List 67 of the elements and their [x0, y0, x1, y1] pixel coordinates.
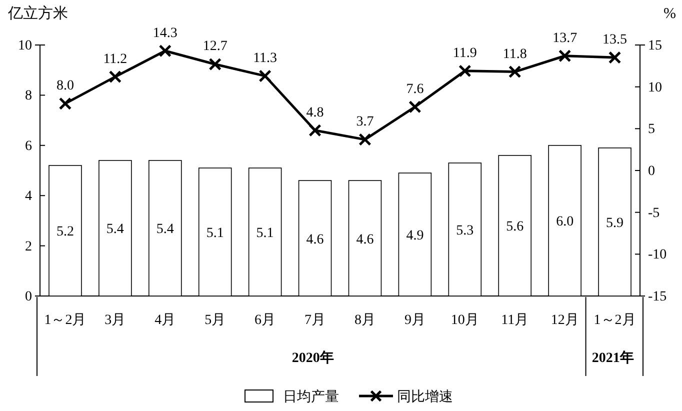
y-tick-label: 6 [25, 138, 32, 154]
data-label: 4.8 [306, 105, 324, 120]
y2-tick-label: 0 [648, 164, 655, 179]
data-label: 6.0 [556, 214, 574, 230]
x-tick-label: 1～2月 [594, 313, 636, 328]
data-label: 5.6 [506, 220, 524, 235]
y-tick-label: 2 [25, 239, 32, 254]
x-tick-label: 6月 [254, 313, 276, 328]
data-label: 11.9 [452, 46, 477, 61]
y-axis-title: 亿立方米 [7, 5, 68, 22]
x-tick-label: 11月 [501, 313, 529, 328]
x-tick-label: 10月 [450, 313, 479, 328]
data-label: 13.7 [552, 30, 578, 46]
point [458, 64, 472, 78]
data-label: 4.9 [406, 228, 424, 244]
point [258, 70, 272, 82]
y-tick-label: 4 [25, 189, 32, 204]
y2-tick-label: -10 [648, 248, 667, 263]
data-label: 5.1 [206, 226, 224, 241]
y2-tick-label: -15 [648, 289, 667, 304]
data-label: 3.7 [356, 114, 374, 130]
x-tick-label: 4月 [154, 313, 176, 328]
point [308, 124, 322, 137]
data-label: 13.5 [602, 32, 628, 48]
point [508, 65, 522, 78]
point [608, 51, 622, 64]
data-label: 5.4 [106, 222, 124, 238]
x-tick-label: 9月 [404, 313, 426, 328]
data-label: 11.8 [502, 46, 527, 62]
data-label: 5.1 [256, 226, 274, 241]
x-tick-label: 1～2月 [44, 313, 86, 328]
y-tick-label: 0 [25, 289, 32, 304]
y2-tick-label: 10 [648, 80, 662, 96]
data-label: 11.3 [253, 50, 278, 66]
data-label: 4.6 [306, 232, 324, 248]
y2-tick-label: 5 [648, 122, 655, 138]
y2-tick-label: -5 [648, 206, 660, 221]
y2-axis-title: % [664, 6, 676, 22]
data-label: 5.4 [156, 222, 174, 238]
point [108, 70, 122, 84]
text: 2020年 [292, 350, 334, 366]
y2-tick-label: 15 [648, 38, 662, 54]
data-label: 7.6 [406, 82, 424, 97]
data-label: 14.3 [152, 26, 178, 41]
y-tick-label: 8 [25, 88, 32, 104]
point [358, 133, 372, 146]
text: 2021年 [592, 350, 634, 366]
data-label: 12.7 [202, 39, 228, 54]
y-tick-label: 10 [18, 38, 32, 54]
point [58, 97, 72, 110]
x-tick-label: 3月 [104, 313, 126, 328]
data-label: 5.9 [606, 216, 624, 231]
point [408, 100, 422, 114]
legend-label: 同比增速 [397, 389, 453, 405]
data-label: 4.6 [356, 232, 374, 248]
point [158, 44, 172, 58]
point [558, 50, 572, 62]
legend-label: 日均产量 [283, 389, 339, 405]
x-tick-label: 12月 [550, 313, 579, 328]
data-label: 5.2 [56, 224, 74, 240]
x-tick-label: 8月 [354, 313, 376, 328]
data-label: 5.3 [456, 223, 474, 238]
x-tick-label: 7月 [304, 313, 326, 328]
data-label: 8.0 [56, 78, 74, 94]
data-label: 11.2 [103, 52, 128, 67]
point [208, 58, 222, 71]
x-tick-label: 5月 [204, 313, 226, 328]
